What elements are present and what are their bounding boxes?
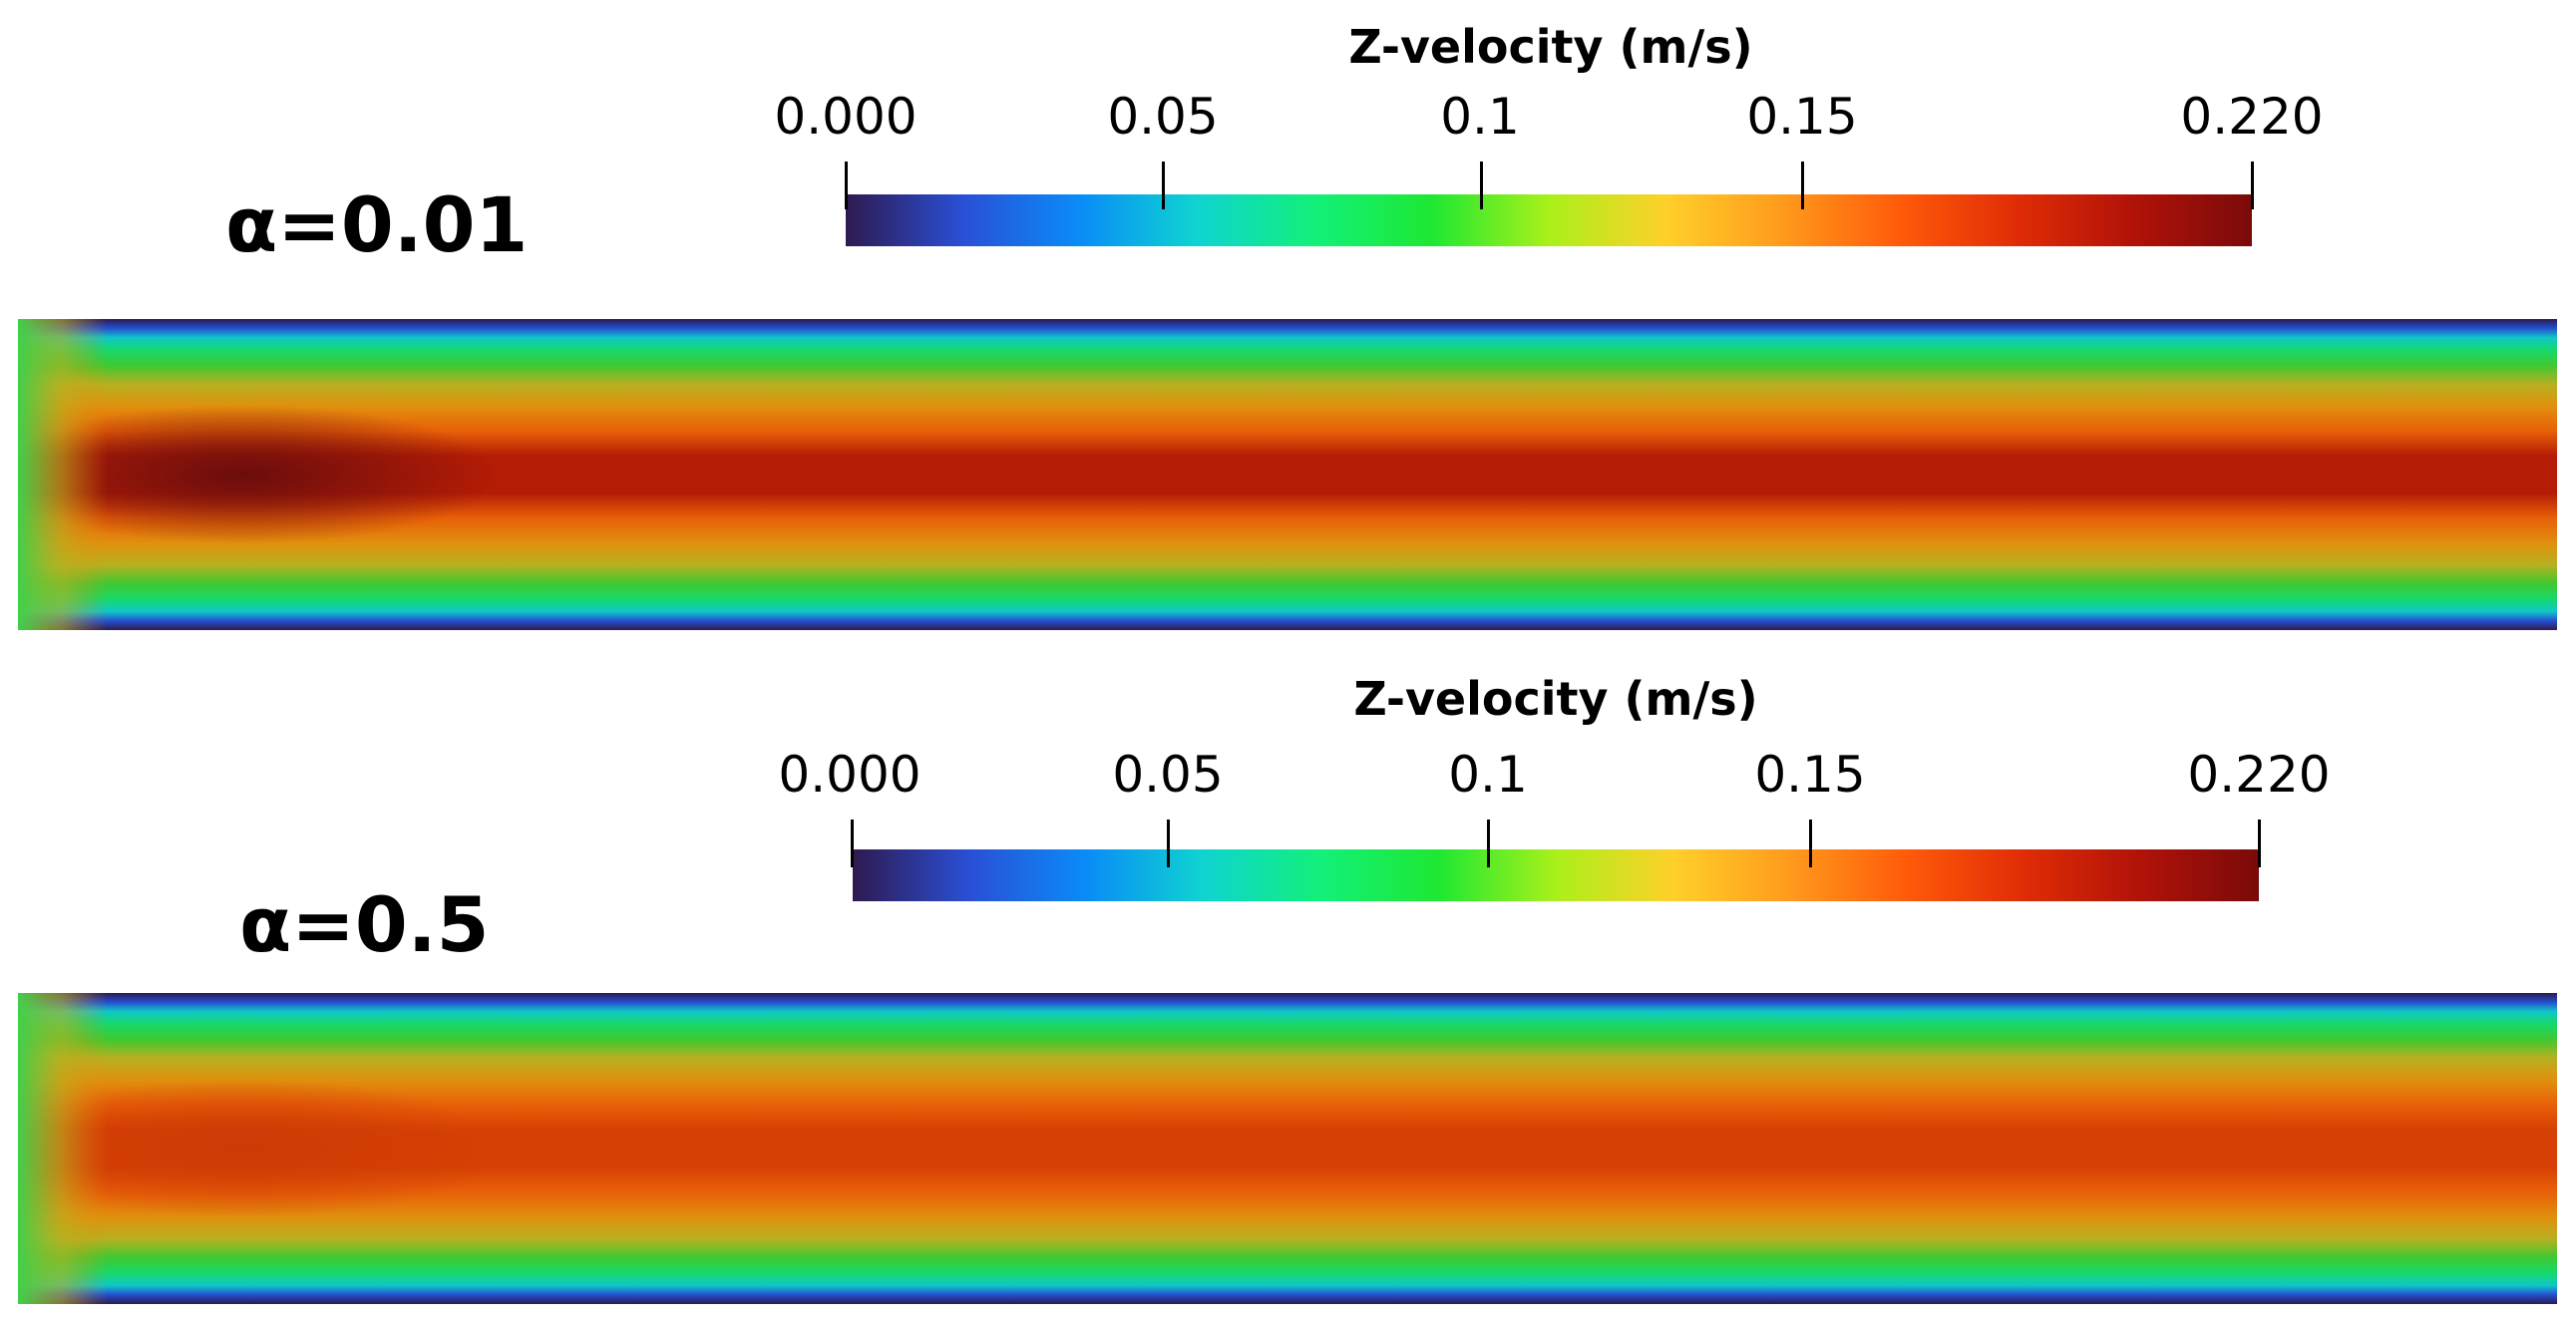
colorbar-tick: [1487, 820, 1490, 867]
alpha-label: α=0.01: [225, 180, 529, 269]
velocity-field-svg: [18, 319, 2557, 630]
colorbar-title: Z-velocity (m/s): [1348, 20, 1753, 74]
colorbar-tick: [1809, 820, 1812, 867]
colorbar-tick-label: 0.05: [1112, 746, 1224, 804]
colorbar-tick-label: 0.05: [1107, 88, 1219, 146]
colorbar: [846, 194, 2252, 246]
velocity-field-svg: [18, 993, 2557, 1304]
colorbar-tick: [1167, 820, 1170, 867]
colorbar-tick: [2258, 820, 2261, 867]
colorbar-tick-label: 0.000: [774, 88, 918, 146]
colorbar-tick: [851, 820, 854, 867]
inlet-region: [18, 993, 108, 1304]
colorbar-tick: [1480, 162, 1483, 209]
colorbar-tick-label: 0.1: [1448, 746, 1528, 804]
colorbar-tick-label: 0.15: [1754, 746, 1866, 804]
panel-alpha-0-01: α=0.01 Z-velocity (m/s) 0.000 0.05 0.1 0…: [0, 0, 2576, 658]
panel-alpha-0-5: α=0.5 Z-velocity (m/s) 0.000 0.05 0.1 0.…: [0, 658, 2576, 1319]
entrance-peak: [18, 405, 502, 544]
colorbar-tick-label: 0.000: [778, 746, 921, 804]
colorbar-tick: [1801, 162, 1804, 209]
colorbar-tick: [845, 162, 848, 209]
colorbar-tick-label: 0.220: [2187, 746, 2331, 804]
entrance-peak: [18, 1079, 502, 1218]
colorbar-tick-label: 0.15: [1746, 88, 1858, 146]
colorbar-tick-label: 0.1: [1440, 88, 1520, 146]
alpha-label: α=0.5: [239, 880, 490, 969]
colorbar-tick: [2251, 162, 2254, 209]
colorbar-tick: [1162, 162, 1165, 209]
inlet-region: [18, 319, 108, 630]
colorbar-title: Z-velocity (m/s): [1353, 672, 1758, 726]
colorbar: [853, 849, 2259, 901]
velocity-field-plot: [18, 319, 2557, 630]
velocity-field-plot: [18, 993, 2557, 1304]
colorbar-tick-label: 0.220: [2180, 88, 2324, 146]
